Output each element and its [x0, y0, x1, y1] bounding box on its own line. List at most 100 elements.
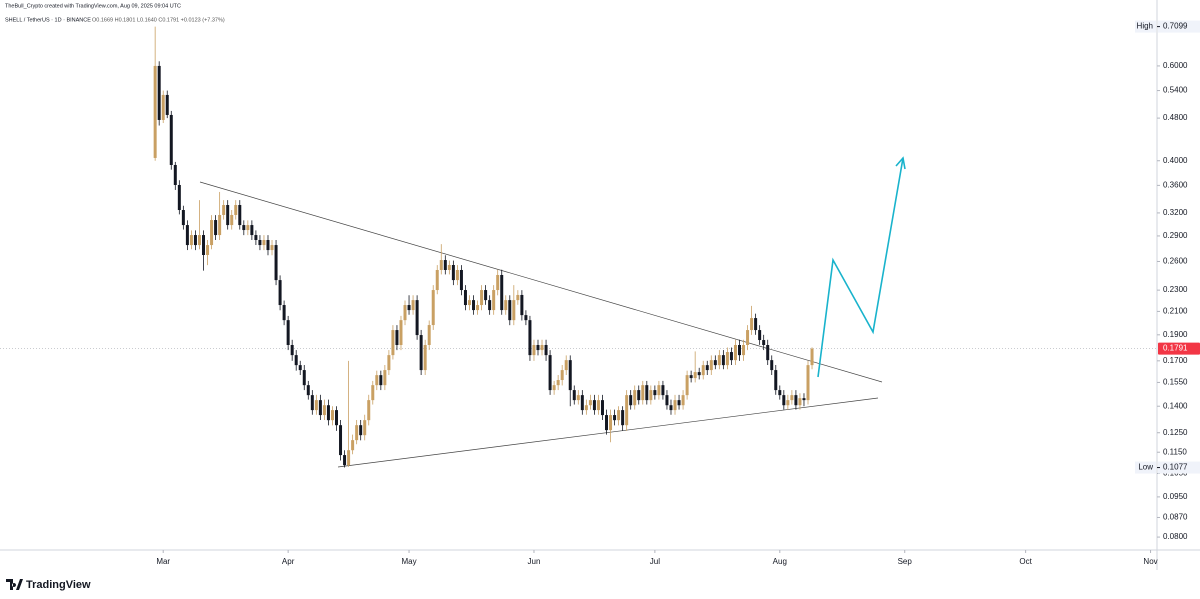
- candle-body: [355, 425, 359, 441]
- candle-body: [391, 330, 395, 356]
- candle-body: [661, 385, 665, 396]
- candle-body: [512, 300, 516, 321]
- candle-body: [580, 395, 584, 411]
- candle-body: [250, 225, 254, 236]
- candle-body: [310, 395, 314, 411]
- candle-body: [165, 94, 169, 115]
- candle-body: [592, 400, 596, 411]
- candle-body: [335, 410, 339, 426]
- y-tick-label: 0.1150: [1163, 447, 1187, 456]
- high-marker-value: 0.7099: [1163, 22, 1188, 31]
- candle-body: [242, 225, 246, 231]
- candle-body: [254, 235, 258, 241]
- candle-body: [326, 405, 330, 421]
- candle-body: [649, 390, 653, 401]
- x-tick-label: Sep: [898, 557, 913, 566]
- candle-body: [339, 425, 343, 456]
- candle-body: [282, 305, 286, 321]
- candle-body: [568, 360, 572, 391]
- candle-body: [544, 345, 548, 356]
- last-price-tag: [1158, 342, 1200, 355]
- candle-body: [508, 300, 512, 321]
- candle-body: [605, 415, 609, 431]
- brand-name: TradingView: [26, 579, 91, 591]
- candle-body: [540, 345, 544, 351]
- candle-body: [653, 390, 657, 396]
- brand: TradingView: [6, 579, 91, 591]
- candle-body: [302, 370, 306, 386]
- candle-body: [322, 405, 326, 416]
- candle-body: [705, 365, 709, 371]
- candle-body: [403, 305, 407, 321]
- projection-path: [817, 157, 904, 378]
- candle-body: [455, 269, 459, 281]
- candle-body: [226, 205, 230, 226]
- candle-body: [157, 65, 161, 120]
- candle-body: [153, 65, 157, 158]
- candle-body: [427, 325, 431, 346]
- arrow-head: [895, 156, 906, 170]
- candle-body: [621, 410, 625, 426]
- candle-body: [629, 395, 633, 406]
- candle-body: [778, 390, 782, 396]
- x-tick-label: Jul: [650, 557, 660, 566]
- candle-body: [758, 330, 762, 341]
- candle-body: [685, 375, 689, 396]
- candle-body: [770, 360, 774, 371]
- candle-body: [286, 320, 290, 346]
- candle-body: [729, 352, 733, 361]
- candle-body: [230, 214, 234, 226]
- candle-body: [641, 385, 645, 401]
- y-tick-label: 0.6000: [1163, 61, 1188, 70]
- candle-body: [443, 260, 447, 270]
- candle-body: [524, 315, 528, 321]
- y-tick-label: 0.1700: [1163, 356, 1188, 365]
- candle-body: [222, 205, 226, 215]
- low-marker-tag: [1158, 461, 1200, 474]
- candle-body: [472, 300, 476, 311]
- candle-body: [423, 345, 427, 371]
- candle-body: [536, 345, 540, 351]
- candles: [153, 26, 814, 468]
- y-tick-label: 0.2100: [1163, 307, 1188, 316]
- x-tick-label: Oct: [1019, 557, 1032, 566]
- candle-body: [746, 330, 750, 346]
- x-tick-label: Jun: [528, 557, 541, 566]
- y-tick-label: 0.0870: [1163, 513, 1188, 522]
- candle-body: [617, 410, 621, 421]
- candle-body: [762, 340, 766, 346]
- candle-body: [754, 318, 758, 331]
- candle-body: [717, 355, 721, 366]
- candle-body: [476, 305, 480, 311]
- candle-body: [673, 400, 677, 411]
- candle-body: [218, 214, 222, 236]
- candle-body: [488, 300, 492, 311]
- y-tick-label: 0.0800: [1163, 532, 1188, 541]
- candle-body: [725, 352, 729, 366]
- candle-body: [552, 385, 556, 391]
- candle-body: [520, 294, 524, 316]
- candle-body: [576, 395, 580, 401]
- candle-body: [584, 405, 588, 411]
- high-marker-label: High: [1137, 22, 1153, 31]
- candle-body: [637, 390, 641, 401]
- y-tick-label: 0.5400: [1163, 86, 1188, 95]
- candle-body: [480, 290, 484, 306]
- candle-body: [210, 220, 214, 246]
- candle-body: [246, 225, 250, 231]
- candle-body: [721, 355, 725, 366]
- candle-body: [645, 385, 649, 401]
- candle-body: [387, 355, 391, 371]
- y-tick-label: 0.1250: [1163, 428, 1188, 437]
- candle-body: [306, 385, 310, 396]
- candle-body: [407, 305, 411, 311]
- candle-body: [318, 400, 322, 416]
- candle-body: [790, 395, 794, 401]
- candle-body: [596, 400, 600, 411]
- y-tick-label: 0.1900: [1163, 330, 1188, 339]
- candle-body: [375, 375, 379, 386]
- y-tick-label: 0.2600: [1163, 257, 1188, 266]
- candle-body: [564, 360, 568, 371]
